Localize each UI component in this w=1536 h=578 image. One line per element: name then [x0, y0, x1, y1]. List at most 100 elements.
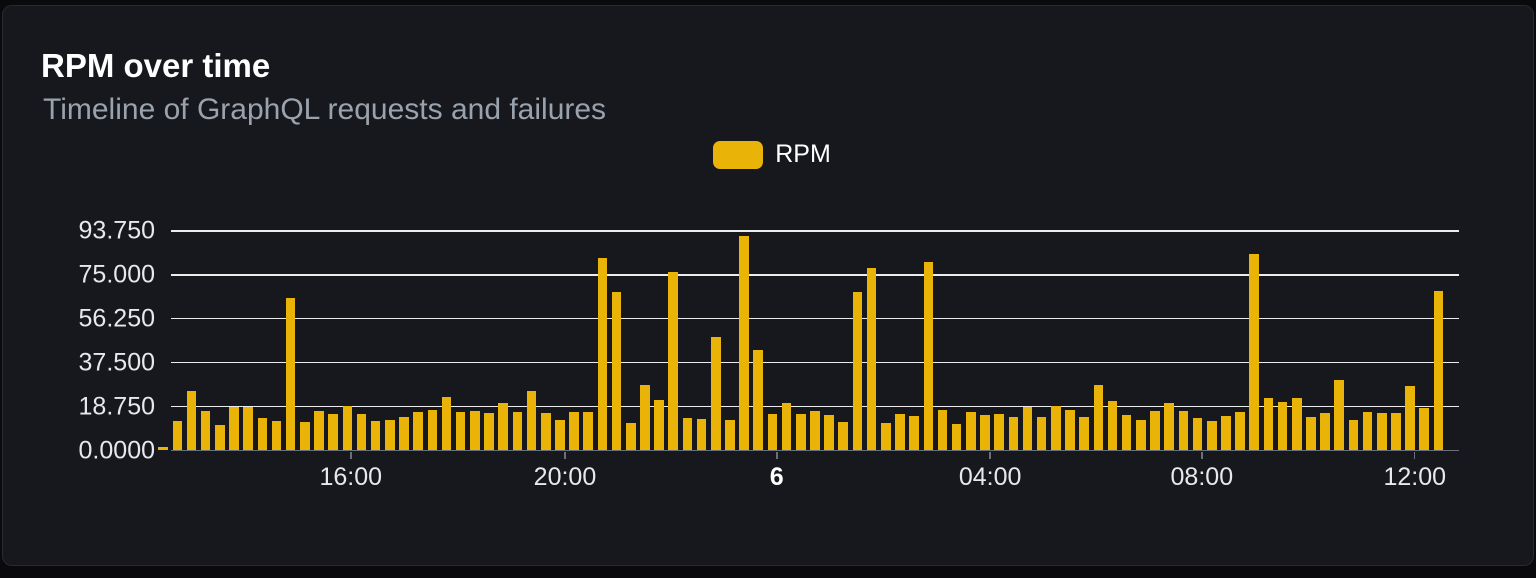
bar-18 — [413, 411, 423, 451]
chart-panel: RPM over time Timeline of GraphQL reques… — [2, 5, 1534, 566]
bar-35 — [654, 400, 664, 451]
bar-0 — [158, 447, 168, 451]
bar-13 — [342, 406, 353, 451]
bar-50 — [866, 268, 877, 451]
bar-32 — [611, 291, 622, 451]
bar-90 — [1433, 290, 1444, 451]
y-axis-label-37.500: 37.500 — [78, 348, 155, 377]
bar-41 — [739, 235, 749, 451]
legend[interactable]: RPM — [7, 139, 1536, 169]
bar-45 — [795, 414, 806, 451]
bar-82 — [1320, 413, 1330, 451]
gridline-y-93.750 — [170, 230, 1459, 232]
bar-57 — [966, 411, 976, 451]
bar-31 — [597, 258, 608, 451]
x-axis-label-20:00: 20:00 — [533, 462, 597, 491]
bar-79 — [1277, 401, 1288, 451]
chart-title: RPM over time — [41, 47, 271, 84]
y-axis-label-0.0000: 0.0000 — [78, 436, 155, 464]
bar-40 — [725, 419, 735, 451]
bar-2 — [186, 390, 197, 451]
bar-58 — [980, 414, 990, 451]
bar-84 — [1348, 420, 1359, 451]
bar-46 — [810, 410, 820, 451]
bar-1 — [172, 420, 183, 451]
x-axis-line — [170, 449, 1459, 452]
bar-78 — [1263, 398, 1274, 451]
x-axis-tick-04:00 — [989, 452, 991, 460]
bar-66 — [1093, 384, 1104, 451]
bar-15 — [370, 421, 381, 451]
bar-28 — [555, 420, 565, 451]
bar-34 — [640, 384, 650, 451]
bar-7 — [257, 417, 268, 451]
bar-48 — [838, 421, 849, 451]
bar-12 — [328, 413, 338, 451]
bar-33 — [625, 422, 636, 451]
bar-85 — [1362, 412, 1373, 451]
bar-83 — [1334, 380, 1345, 451]
bar-30 — [583, 411, 594, 451]
bar-88 — [1405, 385, 1415, 451]
y-axis-label-93.750: 93.750 — [78, 216, 155, 245]
y-axis-label-18.750: 18.750 — [78, 392, 155, 421]
x-axis-label-16:00: 16:00 — [319, 462, 383, 491]
bar-80 — [1291, 398, 1302, 451]
bar-62 — [1036, 417, 1047, 451]
bar-24 — [498, 403, 508, 451]
bar-21 — [455, 411, 466, 451]
bar-77 — [1249, 253, 1259, 451]
bar-61 — [1022, 407, 1033, 451]
bar-67 — [1107, 400, 1118, 451]
bar-68 — [1121, 414, 1132, 451]
bar-36 — [668, 272, 679, 451]
bar-87 — [1391, 412, 1401, 451]
bar-52 — [895, 413, 905, 451]
bar-73 — [1192, 417, 1203, 451]
bar-chart-plot-area: 0.0000 18.750 37.500 56.250 75.000 93.750 16:0… — [3, 6, 1536, 578]
bar-53 — [909, 416, 919, 451]
bar-11 — [314, 410, 324, 451]
bar-59 — [994, 413, 1004, 451]
bar-64 — [1065, 410, 1075, 451]
gridline-y-37.500 — [170, 361, 1459, 364]
bar-39 — [710, 336, 721, 451]
bar-76 — [1235, 411, 1245, 451]
bar-81 — [1306, 417, 1316, 451]
bar-54 — [923, 262, 934, 451]
bar-43 — [767, 414, 778, 451]
legend-swatch-icon — [713, 141, 764, 169]
bar-26 — [526, 391, 537, 451]
bar-10 — [300, 421, 310, 451]
bar-23 — [484, 412, 494, 451]
legend-label: RPM — [775, 139, 831, 168]
x-axis-label-08:00: 08:00 — [1170, 462, 1234, 491]
bar-20 — [441, 396, 452, 451]
bar-51 — [881, 423, 891, 451]
bar-37 — [682, 417, 693, 451]
bar-9 — [285, 297, 296, 451]
bar-25 — [512, 411, 523, 451]
bar-19 — [427, 410, 438, 451]
bar-56 — [951, 423, 962, 451]
x-axis-tick-16:00 — [350, 452, 352, 460]
bar-16 — [385, 419, 395, 451]
gridline-y-18.750 — [170, 405, 1459, 408]
bar-27 — [540, 412, 551, 451]
bar-22 — [470, 411, 480, 451]
bar-71 — [1164, 402, 1174, 451]
bar-6 — [243, 407, 253, 451]
bar-38 — [696, 419, 707, 451]
bar-29 — [569, 411, 579, 451]
x-axis-tick-6 — [776, 452, 778, 460]
bar-5 — [229, 407, 239, 451]
bar-17 — [399, 416, 409, 451]
x-axis-tick-08:00 — [1201, 452, 1203, 460]
bar-55 — [937, 410, 948, 451]
bar-63 — [1051, 406, 1061, 451]
bar-75 — [1221, 416, 1231, 451]
bar-60 — [1008, 417, 1019, 451]
gridline-y-75.000 — [170, 274, 1459, 276]
bar-14 — [356, 414, 367, 451]
x-axis-label-12:00: 12:00 — [1383, 462, 1446, 491]
